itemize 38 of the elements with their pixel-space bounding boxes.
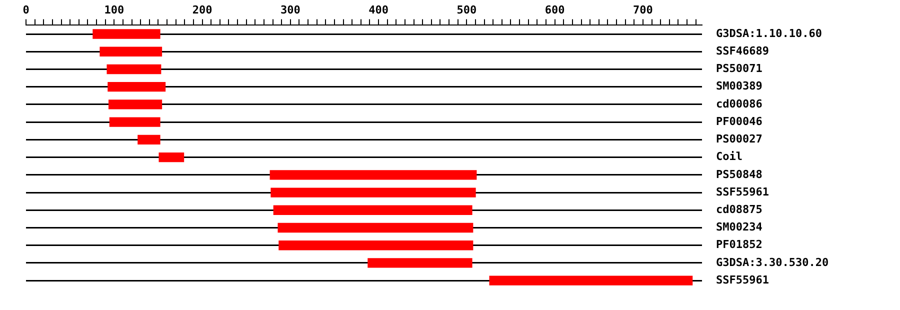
y-tick-label: G3DSA:1.10.10.60 — [716, 26, 822, 40]
x-tick-label: 400 — [368, 3, 388, 16]
y-tick-label: PS50071 — [716, 62, 763, 76]
y-tick-label: cd08875 — [716, 203, 762, 216]
bar — [278, 222, 474, 233]
y-tick-label: PF01852 — [716, 238, 762, 252]
x-tick-label: 0 — [22, 3, 30, 16]
bar — [92, 29, 160, 39]
bar — [270, 170, 477, 180]
bar — [278, 240, 474, 250]
y-tick-label: G3DSA:3.30.530.20 — [716, 256, 829, 269]
x-tick-label: 700 — [633, 3, 653, 16]
bar — [273, 205, 472, 215]
y-tick-label: SSF55961 — [716, 273, 770, 286]
y-tick-label: SSF55961 — [716, 185, 770, 198]
x-tick-label: 600 — [544, 3, 565, 16]
y-tick-label: PF00046 — [716, 114, 763, 128]
bar — [489, 276, 693, 286]
bar — [138, 134, 160, 145]
y-tick-label: SM00389 — [716, 80, 762, 93]
bar — [270, 188, 476, 198]
bar — [368, 258, 472, 268]
bar — [106, 64, 162, 74]
y-tick-label: SSF46689 — [716, 44, 769, 58]
x-tick-label: 300 — [280, 3, 300, 16]
bar — [108, 82, 166, 92]
y-tick-label: cd00086 — [716, 97, 763, 110]
y-tick-label: SM00234 — [716, 220, 763, 234]
y-tick-label: PS00027 — [716, 132, 762, 146]
x-tick-label: 200 — [192, 3, 212, 16]
bar — [109, 117, 160, 127]
y-tick-label: PS50848 — [716, 168, 762, 181]
x-tick-label: 100 — [104, 3, 124, 16]
x-tick-label: 500 — [456, 3, 477, 16]
bar — [108, 100, 162, 110]
bar — [158, 152, 184, 162]
bar — [100, 46, 162, 56]
y-tick-label: Coil — [716, 150, 742, 164]
